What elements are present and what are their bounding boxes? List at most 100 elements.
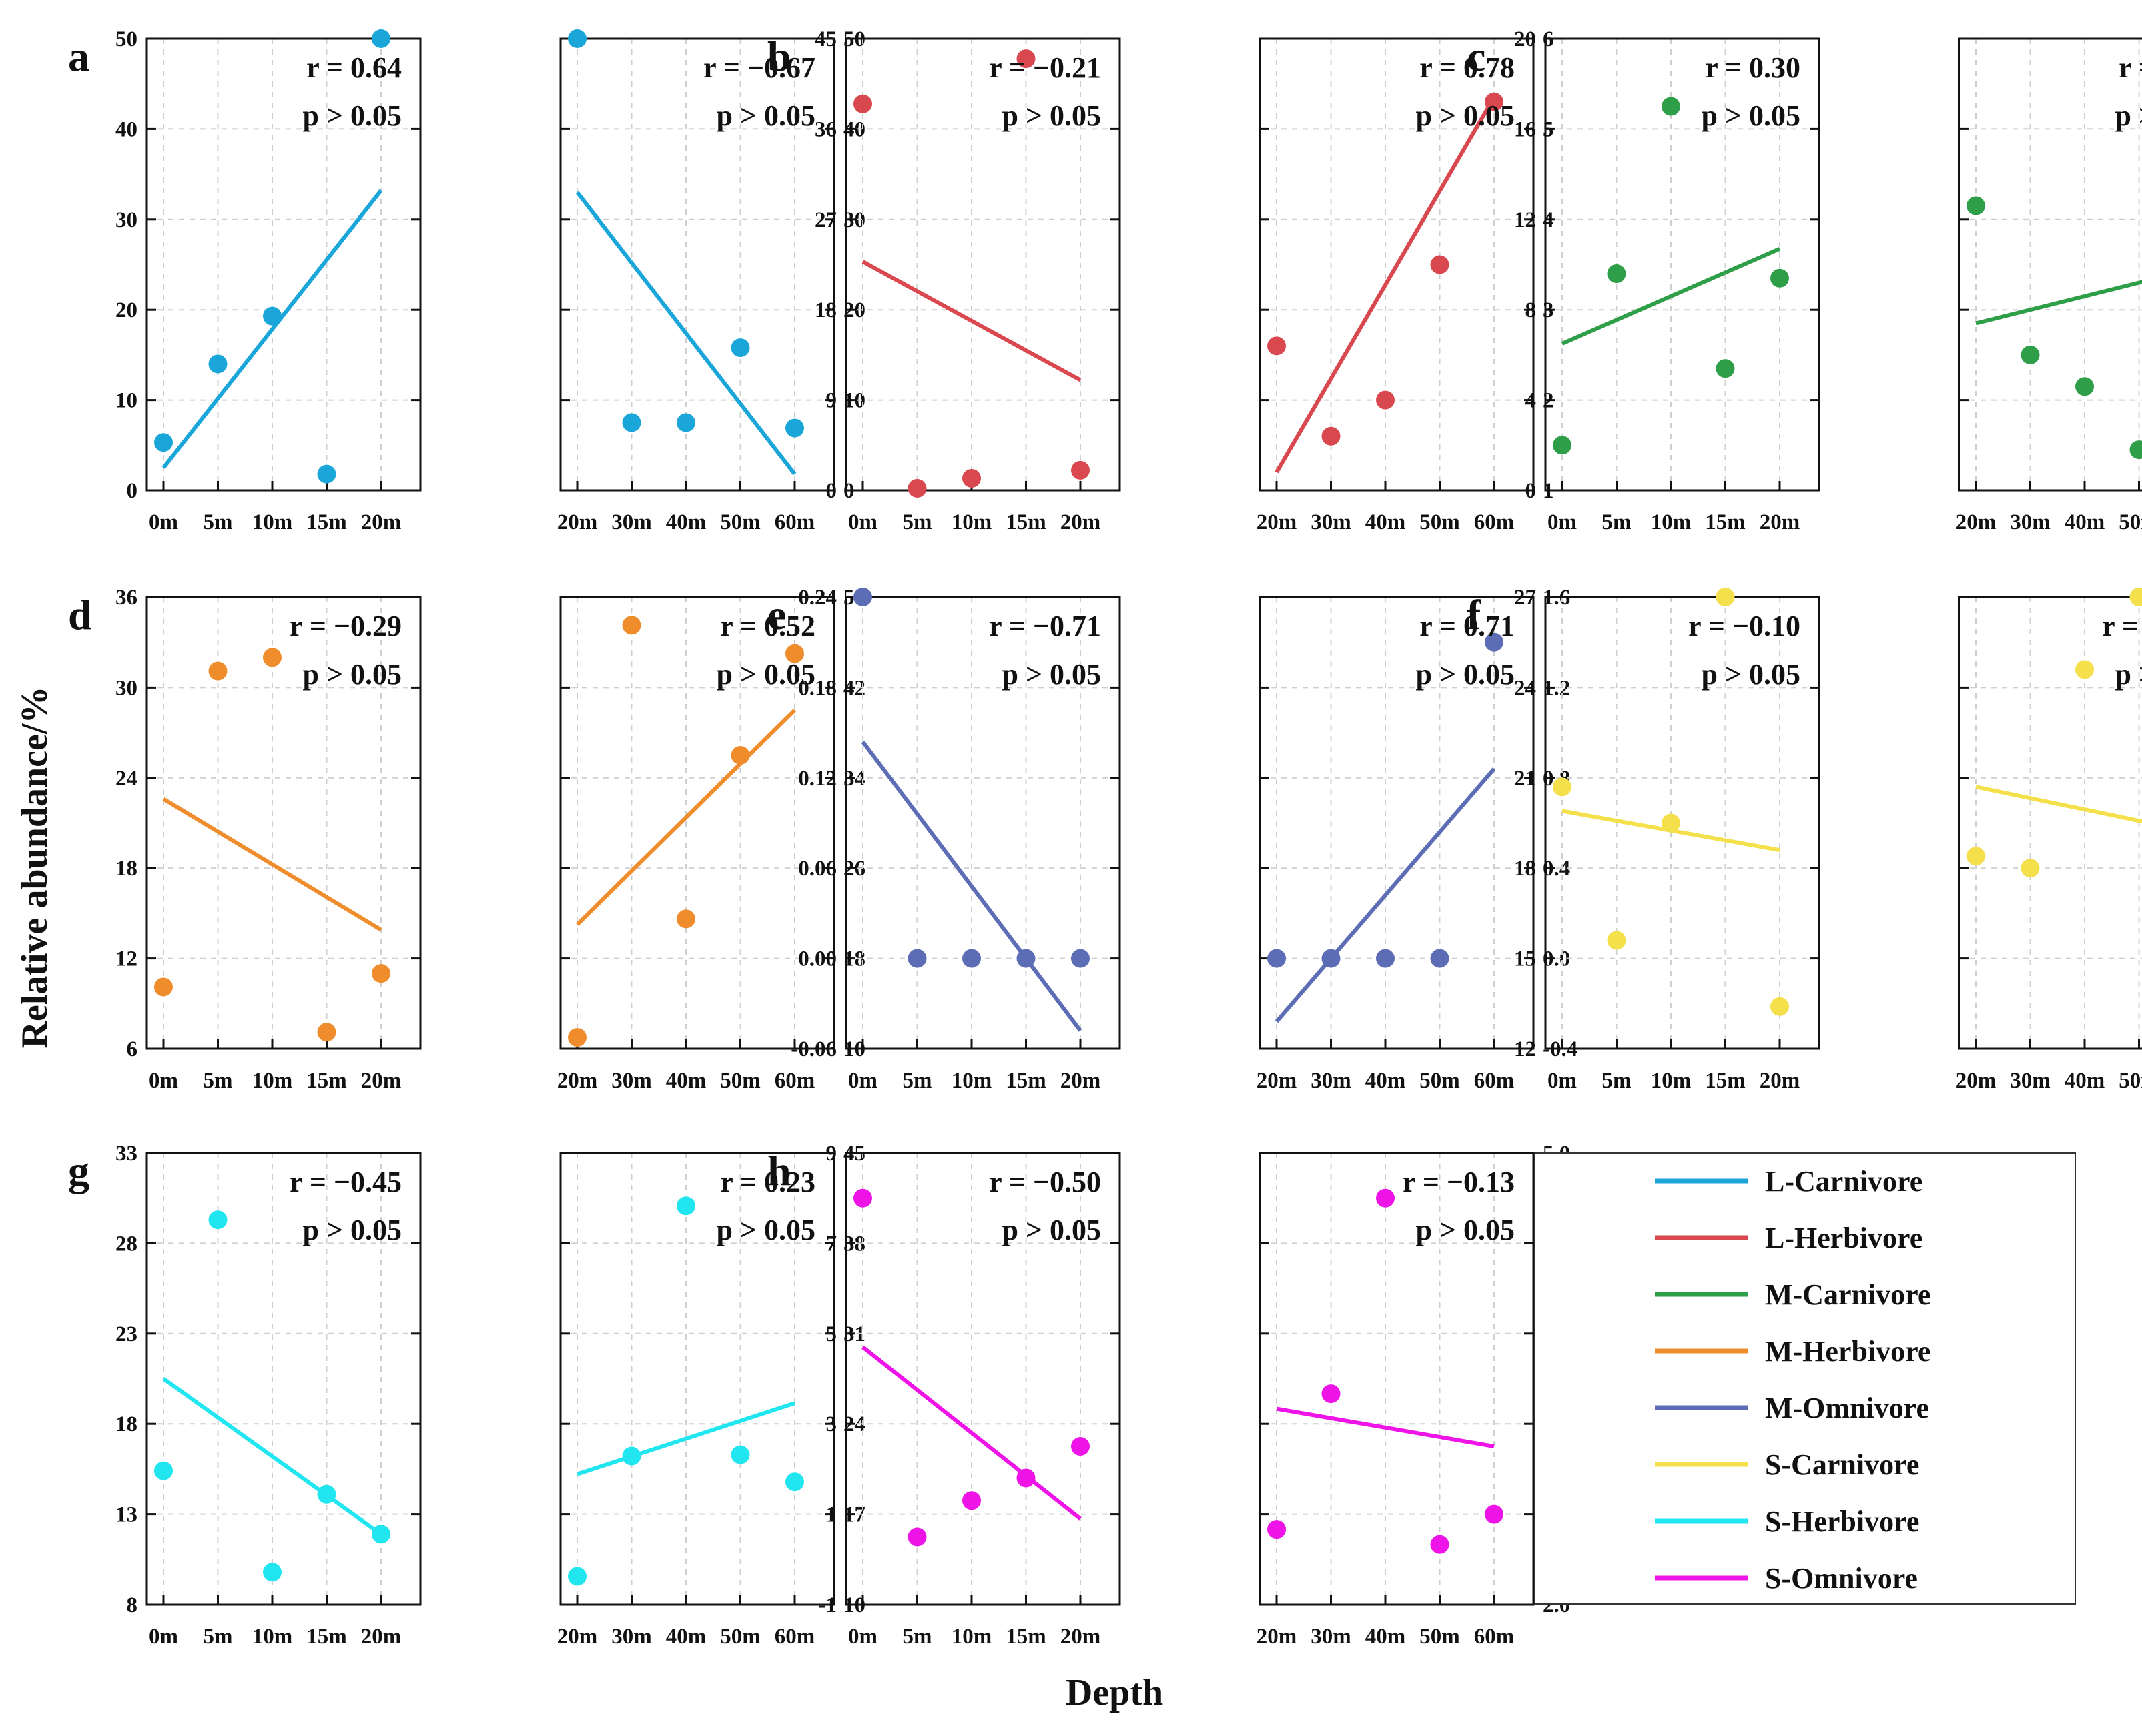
x-tick-label: 15m — [1006, 510, 1046, 534]
x-tick-label: 10m — [1651, 1069, 1692, 1093]
legend-label: M-Herbivore — [1765, 1335, 1930, 1368]
y-tick-label: 24 — [1514, 676, 1536, 700]
legend-label: S-Carnivore — [1765, 1448, 1919, 1481]
x-tick-label: 20m — [361, 1625, 402, 1649]
r-value: r = −0.71 — [989, 610, 1101, 642]
data-point — [908, 478, 927, 498]
data-point — [622, 616, 641, 635]
plot-frame — [845, 1152, 1121, 1606]
data-point — [568, 29, 587, 48]
subplot-a-left: 0 10 20 30 40 50 0m 5m 10m 15m 20m r = 0.64 p > 0.05 — [115, 27, 422, 534]
x-tick-label: 20m — [557, 510, 598, 534]
y-tick-label: 4 — [1525, 389, 1537, 413]
data-point — [1662, 97, 1680, 116]
fit-line — [161, 189, 383, 470]
x-tick-label: 20m — [1956, 510, 1997, 534]
p-value: p > 0.05 — [1002, 99, 1101, 132]
data-point — [785, 418, 804, 438]
plot-frame — [1958, 37, 2142, 492]
subplot-h-left: -1 1 3 5 7 9 0m 5m 10m 15m 20m r = −0.50 p > 0.05 — [819, 1142, 1121, 1649]
data-point — [1376, 390, 1395, 410]
data-point — [908, 949, 927, 968]
x-tick-label: 30m — [611, 510, 652, 534]
r-value: r = −0.45 — [290, 1166, 402, 1198]
y-tick-label: 23 — [115, 1322, 137, 1346]
data-point — [2075, 660, 2094, 679]
y-tick-label: 27 — [815, 208, 837, 232]
y-tick-label: 13 — [115, 1503, 137, 1527]
panel-e: e -0.06 0.00 0.06 0.12 0.18 0.24 0m 5m 10m 15m 20m r… — [767, 586, 1577, 1093]
fit-line — [162, 1377, 382, 1536]
r-value: r = 0.23 — [720, 1166, 815, 1198]
x-tick-label: 30m — [1311, 1069, 1351, 1093]
data-point — [2129, 588, 2142, 606]
data-point — [372, 29, 390, 48]
plot-frame — [145, 1152, 422, 1606]
fit-line — [1276, 1406, 1495, 1449]
legend-label: S-Herbivore — [1765, 1505, 1919, 1538]
x-tick-label: 5m — [204, 510, 233, 534]
legend-item: S-Herbivore — [1655, 1505, 1919, 1538]
p-value: p > 0.05 — [1002, 658, 1101, 691]
plot-frame — [1544, 596, 1820, 1050]
y-tick-label: 12 — [1514, 208, 1536, 232]
y-tick-label: 6 — [127, 1037, 138, 1061]
data-point — [154, 977, 173, 997]
data-point — [962, 1491, 981, 1510]
y-tick-label: 3 — [826, 1412, 837, 1436]
plot-frame — [845, 596, 1121, 1050]
y-tick-label: 15 — [1514, 947, 1536, 971]
x-tick-label: 20m — [1060, 510, 1101, 534]
plot-frame — [559, 1152, 835, 1606]
data-point — [372, 964, 390, 983]
data-point — [1267, 336, 1286, 356]
data-point — [853, 588, 872, 606]
x-tick-label: 60m — [775, 510, 815, 534]
r-value: r = −0.29 — [290, 610, 402, 642]
y-tick-label: 0.00 — [798, 947, 837, 971]
r-value: r = −0.10 — [2102, 610, 2142, 642]
legend-label: L-Herbivore — [1765, 1222, 1922, 1254]
data-point — [677, 1196, 695, 1216]
x-tick-label: 5m — [204, 1625, 233, 1649]
plot-frame — [1259, 37, 1535, 492]
y-tick-label: 18 — [815, 298, 837, 322]
data-point — [154, 433, 173, 452]
data-point — [908, 1527, 927, 1547]
plot-frame — [845, 37, 1121, 492]
data-point — [1430, 255, 1449, 274]
y-tick-label: 36 — [115, 586, 137, 610]
y-tick-label: 8 — [1525, 298, 1537, 322]
x-tick-label: 20m — [361, 1069, 402, 1093]
x-tick-label: 60m — [1474, 1069, 1515, 1093]
data-point — [1553, 777, 1571, 797]
p-value: p > 0.05 — [302, 1214, 402, 1246]
x-tick-label: 30m — [611, 1069, 652, 1093]
data-point — [1770, 997, 1789, 1016]
x-tick-label: 0m — [848, 1625, 877, 1649]
p-value: p > 0.05 — [716, 658, 815, 691]
y-tick-label: 24 — [115, 767, 137, 791]
x-tick-label: 60m — [775, 1625, 815, 1649]
x-tick-label: 10m — [1651, 510, 1692, 534]
x-tick-label: 15m — [306, 1069, 347, 1093]
fit-line — [861, 1345, 1082, 1521]
subplot-f-left: 12 15 18 21 24 27 0m 5m 10m 15m 20m r = −0.10 p > 0.… — [1514, 586, 1820, 1093]
x-tick-label: 40m — [666, 1069, 707, 1093]
y-tick-label: 16 — [1514, 117, 1536, 141]
data-point — [1967, 847, 1985, 866]
x-tick-label: 30m — [2010, 510, 2051, 534]
r-value: r = −0.67 — [703, 51, 815, 84]
subplot-d-left: 6 12 18 24 30 36 0m 5m 10m 15m 20m r = −0.29 p > 0.0… — [115, 586, 422, 1093]
subplot-d-right: 10182634425020m30m40m50m60mr = 0.52p > 0… — [557, 586, 865, 1093]
x-tick-label: 40m — [1365, 1625, 1406, 1649]
x-tick-label: 50m — [720, 1625, 761, 1649]
x-tick-label: 40m — [2065, 1069, 2105, 1093]
y-tick-label: 0 — [127, 479, 138, 503]
y-tick-label: 18 — [115, 1412, 137, 1436]
x-tick-label: 5m — [903, 510, 932, 534]
data-point — [1485, 1504, 1503, 1524]
data-point — [208, 661, 228, 681]
